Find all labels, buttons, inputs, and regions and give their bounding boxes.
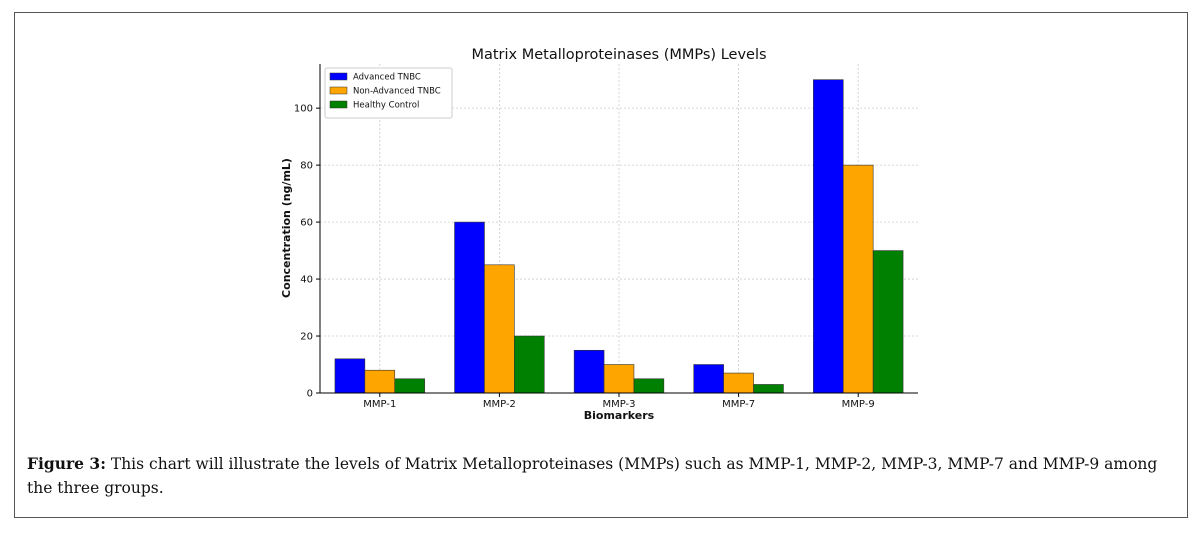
bar-mmp-7-series-3 [753, 384, 784, 394]
bar-mmp-1-series-3 [394, 378, 425, 394]
tick-labels: 0 20 40 60 80 100 MMP-1 MMP-2 MMP-3 MMP-7 MMP-9 [294, 104, 875, 410]
caption-text: This chart will illustrate the levels of… [27, 455, 1158, 497]
legend-label: Healthy Control [353, 101, 419, 111]
bar-mmp-1-series-1 [334, 358, 366, 394]
bars [334, 79, 904, 394]
y-tick-label: 60 [300, 218, 313, 229]
y-tick-label: 0 [307, 389, 313, 400]
bar-mmp-9-series-1 [813, 79, 844, 394]
y-tick-label: 100 [294, 104, 313, 115]
bar-mmp-3-series-2 [603, 364, 635, 394]
legend-swatch [329, 72, 348, 81]
x-tick-label: MMP-3 [602, 399, 635, 410]
x-axis-label: Biomarkers [584, 409, 655, 422]
x-tick-label: MMP-7 [722, 399, 755, 410]
bar-mmp-7-series-1 [693, 364, 724, 394]
y-axis-label: Concentration (ng/mL) [280, 158, 293, 298]
bar-mmp-2-series-3 [514, 335, 545, 394]
chart-title: Matrix Metalloproteinases (MMPs) Levels [471, 47, 766, 63]
axes [316, 64, 918, 397]
bar-mmp-3-series-1 [573, 349, 605, 394]
x-tick-label: MMP-1 [363, 399, 396, 410]
legend-label: Non-Advanced TNBC [353, 87, 441, 97]
bar-mmp-2-series-2 [484, 264, 515, 394]
bar-mmp-3-series-3 [633, 378, 665, 394]
legend: Advanced TNBC Non-Advanced TNBC Healthy Co… [324, 67, 453, 119]
legend-swatch [329, 100, 348, 109]
legend-swatch [329, 86, 348, 95]
caption-label: Figure 3: [27, 454, 106, 473]
figure-frame [14, 12, 1188, 518]
x-tick-label: MMP-9 [842, 399, 875, 410]
figure-caption: Figure 3: This chart will illustrate the… [27, 452, 1187, 500]
y-tick-label: 80 [300, 161, 313, 172]
y-tick-label: 40 [300, 275, 313, 286]
bar-mmp-9-series-2 [842, 164, 874, 394]
bar-mmp-1-series-2 [364, 369, 396, 394]
x-tick-label: MMP-2 [483, 399, 516, 410]
legend-label: Advanced TNBC [353, 73, 421, 83]
bar-mmp-2-series-1 [454, 221, 485, 394]
bar-mmp-7-series-2 [723, 372, 754, 394]
legend-box [324, 67, 453, 119]
y-tick-label: 20 [300, 332, 313, 343]
bar-mmp-9-series-3 [872, 250, 904, 394]
